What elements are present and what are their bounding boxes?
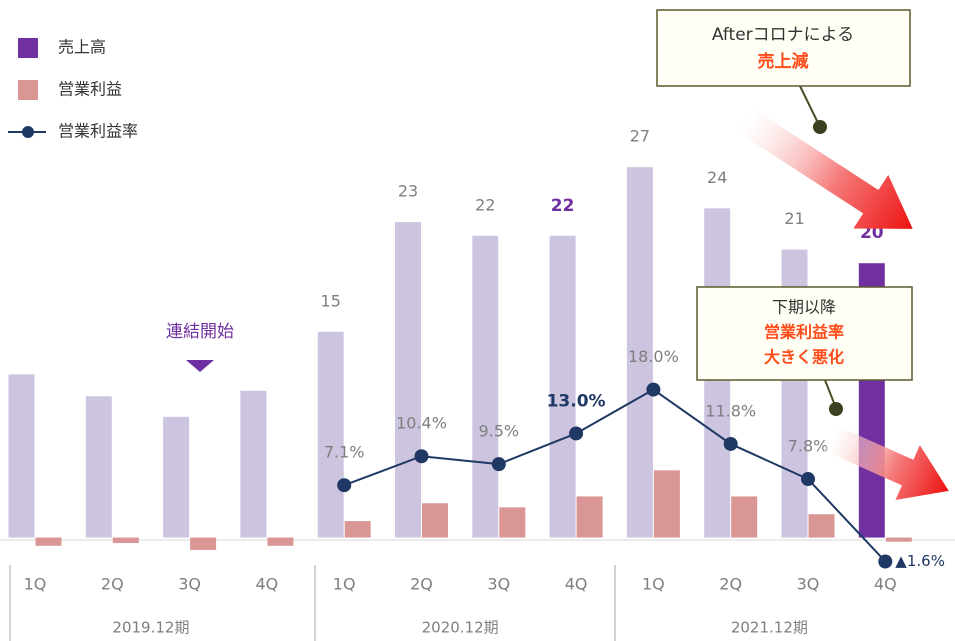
legend-label: 営業利益 xyxy=(58,80,122,99)
arrow xyxy=(737,108,913,229)
bar xyxy=(653,470,680,538)
marker-triangle xyxy=(186,360,214,372)
legend-marker xyxy=(22,126,34,138)
data-label: 7.1% xyxy=(324,443,365,462)
callout-text: 売上減 xyxy=(758,51,809,72)
bar xyxy=(422,503,448,538)
legend-label: 営業利益率 xyxy=(58,122,138,141)
data-label: 21 xyxy=(784,209,804,228)
arrow xyxy=(824,425,949,500)
bar xyxy=(240,390,267,538)
bar xyxy=(190,537,217,550)
line-marker xyxy=(878,554,893,569)
legend-label: 売上高 xyxy=(58,38,106,57)
x-tick-label: 3Q xyxy=(178,575,201,594)
bar xyxy=(731,496,758,538)
x-tick-label: 4Q xyxy=(565,575,588,594)
callout-dot xyxy=(813,120,827,134)
bar xyxy=(576,496,603,538)
callout-pointer xyxy=(799,85,821,128)
data-label: 7.8% xyxy=(788,437,829,456)
group-label: 2020.12期 xyxy=(422,619,499,637)
bar xyxy=(8,374,35,538)
data-label: ▲1.6% xyxy=(895,552,945,570)
arrow-shape xyxy=(824,425,949,500)
x-tick-label: 1Q xyxy=(642,575,665,594)
bar xyxy=(112,537,139,544)
data-label: 22 xyxy=(551,196,575,216)
data-label: 23 xyxy=(398,182,418,201)
callout-dot xyxy=(829,402,843,416)
data-label: 18.0% xyxy=(628,347,679,366)
bar xyxy=(395,222,421,538)
line-marker xyxy=(723,436,738,451)
x-tick-label: 2Q xyxy=(719,575,742,594)
data-label: 27 xyxy=(630,127,650,146)
x-tick-label: 4Q xyxy=(256,575,279,594)
x-tick-label: 2Q xyxy=(410,575,433,594)
bar xyxy=(549,235,576,538)
x-tick-label: 3Q xyxy=(487,575,510,594)
x-tick-label: 1Q xyxy=(333,575,356,594)
annotations: 連結開始 Afterコロナによる 売上減 下期以降 営業利益率 大きく悪化 xyxy=(166,9,949,500)
data-label: 10.4% xyxy=(396,414,447,433)
data-label: 15 xyxy=(321,291,341,310)
data-label: 22 xyxy=(475,195,495,214)
callout-box xyxy=(696,286,913,381)
background xyxy=(0,539,955,641)
callout-text: 大きく悪化 xyxy=(764,348,844,367)
bar xyxy=(499,507,526,538)
plot: 1Q 2Q 3Q 4Q 1Q 2Q 3Q 4Q 1Q 2Q 3Q 4Q 2019.12期 2020.12期… xyxy=(8,38,945,637)
group-label: 2019.12期 xyxy=(112,619,189,637)
bar xyxy=(344,521,371,538)
x-tick-label: 2Q xyxy=(101,575,124,594)
callout-text: 下期以降 xyxy=(772,298,836,317)
legend-swatch xyxy=(18,38,38,58)
bar xyxy=(472,235,499,538)
line-marker xyxy=(801,472,815,487)
bar xyxy=(163,416,190,538)
data-label: 11.8% xyxy=(705,401,756,420)
bar xyxy=(317,331,344,538)
x-tick-label: 4Q xyxy=(874,575,897,594)
bar xyxy=(35,537,62,546)
arrow-shape xyxy=(737,108,913,229)
bar xyxy=(885,537,912,542)
data-label: 9.5% xyxy=(478,422,519,441)
data-label: 13.0% xyxy=(547,391,606,411)
group-label: 2021.12期 xyxy=(731,619,808,637)
bar xyxy=(808,514,835,538)
line-marker xyxy=(414,449,429,464)
line-marker xyxy=(337,478,352,493)
callout-box xyxy=(656,9,911,87)
line-marker xyxy=(646,382,661,397)
bar xyxy=(626,167,653,538)
x-tick-label: 1Q xyxy=(24,575,47,594)
line xyxy=(343,388,887,563)
x-tick-label: 3Q xyxy=(797,575,820,594)
bar xyxy=(267,537,294,546)
annotation: 連結開始 xyxy=(166,322,234,342)
line-marker xyxy=(569,426,584,441)
callout-text: Afterコロナによる xyxy=(712,25,854,45)
bar xyxy=(85,396,112,538)
legend-swatch xyxy=(18,80,38,100)
line-marker xyxy=(491,457,506,472)
data-label: 24 xyxy=(707,168,727,187)
callout-text: 営業利益率 xyxy=(764,323,844,342)
